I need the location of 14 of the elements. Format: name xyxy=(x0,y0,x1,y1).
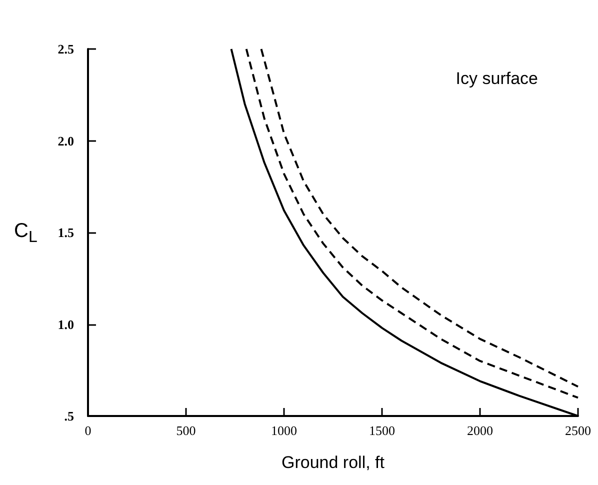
x-tick-label: 2000 xyxy=(467,423,493,438)
x-tick-label: 1500 xyxy=(369,423,395,438)
y-tick-label: .5 xyxy=(64,408,74,424)
y-tick-label: 1.5 xyxy=(58,225,74,240)
y-tick-label: 2.0 xyxy=(58,133,74,148)
annotation: Icy surface xyxy=(456,69,538,88)
y-tick-label: 1.0 xyxy=(58,316,74,332)
y-tick-label: 2.5 xyxy=(58,42,74,56)
x-axis-title: Ground roll, ft xyxy=(282,453,385,472)
x-tick-label: 1000 xyxy=(271,423,297,438)
y-axis-title: C$_{L}$ xyxy=(14,220,38,247)
x-tick-label: 500 xyxy=(176,423,196,438)
x-tick-label: 2500 xyxy=(565,423,591,438)
x-tick-label: 0 xyxy=(84,423,92,438)
